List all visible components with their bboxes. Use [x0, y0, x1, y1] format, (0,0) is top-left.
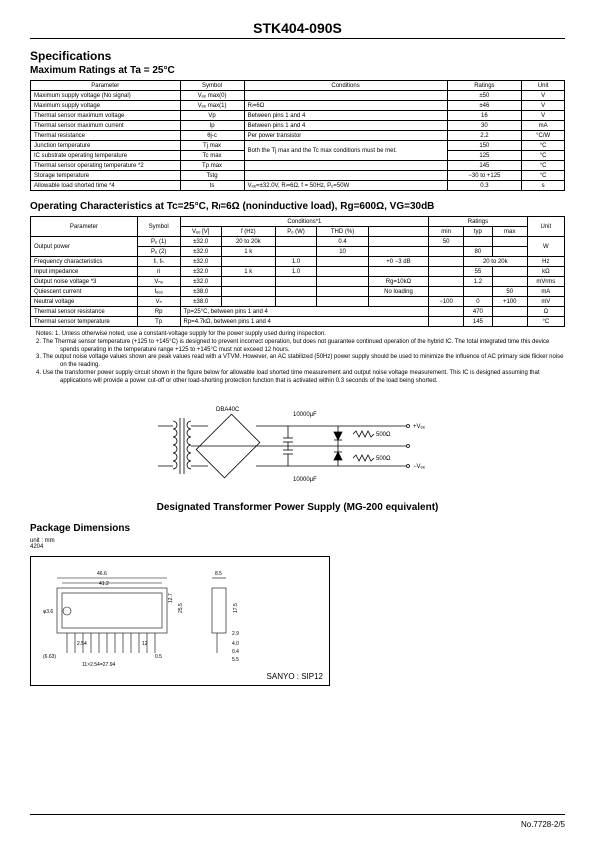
col-conditions: Conditions*1: [180, 217, 429, 227]
table-row: Maximum supply voltageVₑₑ max(1)Rₗ=6Ω±46…: [31, 101, 565, 111]
table-row: Allowable load shorted time *4tsVₑₑ=±32.…: [31, 181, 565, 191]
svg-text:2.54: 2.54: [77, 641, 87, 647]
svg-text:2.9: 2.9: [232, 631, 239, 637]
circuit-diagram: DBA40C 10000µF 10000µF 500Ω 500Ω +Vₑₑ −V…: [30, 396, 565, 513]
table-row: Neutral voltageVₙ±38.0−1000+100mV: [31, 297, 565, 307]
svg-text:8.5: 8.5: [215, 571, 222, 577]
table-row: Input impedanceri±32.01 k1.055kΩ: [31, 267, 565, 277]
package-drawing: φ3.6 46.6 41.2 12.7 25.5 2.54 12 0.5 11×…: [30, 556, 330, 686]
operating-characteristics-heading: Operating Characteristics at Tc=25°C, Rₗ…: [30, 201, 565, 212]
table-row: Frequency characteristicsfₗ, fₕ±32.01.0+…: [31, 257, 565, 267]
notes-block: Notes: 1. Unless otherwise noted, use a …: [30, 331, 565, 386]
sanyo-label: SANYO : SIP12: [267, 672, 323, 681]
col-ratings: Ratings: [447, 81, 522, 91]
svg-text:10000µF: 10000µF: [293, 477, 317, 483]
svg-text:0.5: 0.5: [155, 654, 162, 660]
table-row: Storage temperatureTstg−30 to +125°C: [31, 171, 565, 181]
note-2: 2. The Thermal sensor temperature (+125 …: [60, 339, 565, 355]
svg-text:25.5: 25.5: [178, 603, 184, 613]
note-3: 3. The output noise voltage values shown…: [60, 354, 565, 370]
svg-text:DBA40C: DBA40C: [216, 407, 240, 413]
max-ratings-table: Parameter Symbol Conditions Ratings Unit…: [30, 80, 565, 191]
svg-text:5.5: 5.5: [232, 657, 239, 663]
circuit-caption: Designated Transformer Power Supply (MG-…: [30, 502, 565, 513]
col-parameter: Parameter: [31, 81, 181, 91]
specifications-heading: Specifications: [30, 49, 565, 63]
table-row: Thermal sensor operating temperature *2T…: [31, 161, 565, 171]
table-row: Thermal sensor resistanceRpTp=25°C, betw…: [31, 307, 565, 317]
svg-text:φ3.6: φ3.6: [43, 609, 53, 615]
part-number-header: STK404-090S: [30, 20, 565, 39]
svg-text:41.2: 41.2: [99, 581, 109, 587]
col-symbol: Symbol: [180, 81, 244, 91]
svg-text:17.5: 17.5: [233, 603, 239, 613]
table-row: Output noise voltage *3Vₙₒ±32.0Rg=10kΩ1.…: [31, 277, 565, 287]
package-code: 4204: [30, 544, 565, 550]
table-row: Thermal sensor maximum voltageVpBetween …: [31, 111, 565, 121]
svg-text:10000µF: 10000µF: [293, 412, 317, 418]
svg-text:11×2.54=27.94: 11×2.54=27.94: [82, 662, 115, 668]
svg-text:46.6: 46.6: [97, 571, 107, 577]
svg-text:500Ω: 500Ω: [376, 456, 391, 462]
col-ratings: Ratings: [429, 217, 527, 227]
max-ratings-heading: Maximum Ratings at Ta = 25°C: [30, 65, 565, 76]
table-row: Thermal resistanceθj-cPer power transist…: [31, 131, 565, 141]
footer-rule: [30, 814, 565, 815]
svg-text:−Vₑₑ: −Vₑₑ: [413, 464, 426, 470]
note-1: Notes: 1. Unless otherwise noted, use a …: [60, 331, 565, 339]
package-svg: φ3.6 46.6 41.2 12.7 25.5 2.54 12 0.5 11×…: [37, 563, 323, 673]
table-row: Thermal sensor maximum currentIpBetween …: [31, 121, 565, 131]
col-unit: Unit: [527, 217, 564, 237]
page-footer: No.7728-2/5: [521, 820, 565, 829]
table-row: Junction temperatureTj maxBoth the Tj ma…: [31, 141, 565, 151]
svg-text:12: 12: [142, 641, 148, 647]
svg-text:(6.63): (6.63): [43, 654, 56, 660]
col-symbol: Symbol: [137, 217, 180, 237]
package-dimensions-heading: Package Dimensions: [30, 523, 565, 534]
svg-text:500Ω: 500Ω: [376, 432, 391, 438]
table-row: Maximum supply voltage (No signal)Vₑₑ ma…: [31, 91, 565, 101]
note-4: 4. Use the transformer power supply circ…: [60, 370, 565, 386]
col-parameter: Parameter: [31, 217, 138, 237]
table-row: Quiescent currentIₑₑₒ±38.0No loading50mA: [31, 287, 565, 297]
svg-text:+Vₑₑ: +Vₑₑ: [413, 424, 426, 430]
table-row: Thermal sensor temperatureTpRp=4.7kΩ, be…: [31, 317, 565, 327]
col-unit: Unit: [522, 81, 565, 91]
col-conditions: Conditions: [244, 81, 447, 91]
operating-characteristics-table: Parameter Symbol Conditions*1 Ratings Un…: [30, 216, 565, 327]
svg-text:12.7: 12.7: [168, 593, 174, 603]
circuit-svg: DBA40C 10000µF 10000µF 500Ω 500Ω +Vₑₑ −V…: [148, 396, 448, 496]
svg-text:4.0: 4.0: [232, 641, 239, 647]
svg-text:0.4: 0.4: [232, 649, 239, 655]
table-row: Output powerPₒ (1)±32.020 to 20k0.450W: [31, 237, 565, 247]
